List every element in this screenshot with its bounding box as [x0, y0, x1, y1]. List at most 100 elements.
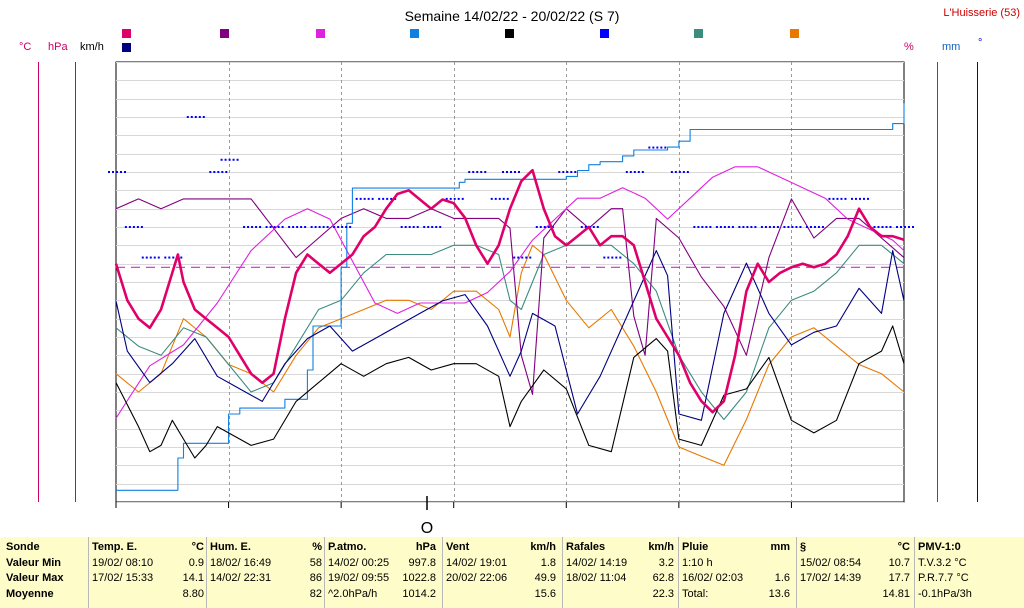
point-direction [416, 226, 419, 228]
point-direction [439, 226, 442, 228]
point-direction [243, 226, 246, 228]
point-direction [140, 226, 143, 228]
point-direction [172, 256, 175, 259]
footer-column: P.atmo. hPa 14/02/ 00:25 997.8 19/02/ 09:55 1… [328, 540, 436, 602]
unit-humidity: % [904, 41, 914, 53]
point-direction [136, 226, 139, 228]
footer-cell-when: 16/02/ 02:03 [682, 572, 744, 584]
point-direction [787, 226, 790, 228]
footer-cell-when: 20/02/ 22:06 [446, 572, 508, 584]
unit-direction: ° [978, 37, 982, 49]
point-direction [149, 256, 152, 259]
point-direction [719, 226, 722, 228]
footer-header-row: Vent km/h [446, 540, 556, 556]
footer-header-row: PMV-1:0 [918, 540, 1018, 556]
footer-separator [796, 537, 797, 608]
point-direction [124, 226, 127, 228]
point-direction [431, 226, 434, 228]
series-line-p-de-ros-e [115, 244, 905, 421]
footer-header-row: Sonde [6, 540, 86, 556]
point-direction [124, 171, 126, 173]
point-direction [551, 226, 554, 228]
chart-title: Semaine 14/02/22 - 20/02/22 (S 7) [405, 8, 620, 24]
footer-cell-value: 1022.8 [402, 572, 436, 584]
point-direction [435, 226, 438, 228]
footer-row: ^2.0hPa/h 1014.2 [328, 587, 436, 603]
point-direction [502, 197, 505, 200]
point-direction [480, 171, 483, 173]
point-direction [476, 171, 479, 173]
point-direction [292, 226, 295, 228]
point-direction [854, 197, 857, 200]
point-direction [145, 256, 148, 259]
point-direction [580, 226, 583, 228]
point-direction [269, 226, 272, 228]
point-direction [877, 226, 880, 228]
point-direction [228, 158, 231, 161]
point-direction [611, 256, 614, 259]
point-direction [900, 226, 902, 228]
point-direction [116, 171, 118, 173]
footer-cell-when: 18/02/ 16:49 [210, 556, 272, 569]
point-direction [619, 256, 622, 259]
footer-row: Valeur Min [6, 556, 86, 572]
point-direction [760, 226, 763, 228]
point-direction [574, 171, 577, 173]
point-direction [220, 158, 223, 161]
footer-cell-value: 62.8 [652, 572, 674, 584]
footer-row-label: Valeur Min [6, 556, 62, 569]
point-direction [697, 226, 700, 228]
point-direction [236, 158, 239, 161]
point-direction [484, 171, 487, 173]
point-direction [213, 171, 216, 173]
point-direction [607, 256, 610, 259]
footer-row: 19/02/ 08:10 0.9 [92, 556, 204, 572]
point-direction [535, 226, 538, 228]
point-direction [453, 197, 456, 200]
footer-cell-when: T.V.3.2 °C [918, 556, 967, 569]
legend [122, 29, 799, 52]
footer-row: 19/02/ 09:55 1022.8 [328, 571, 436, 587]
point-direction [648, 146, 651, 149]
point-direction [570, 171, 573, 173]
point-direction [723, 226, 726, 228]
footer-col-unit: °C [191, 541, 204, 553]
point-direction [510, 171, 512, 173]
footer-col-title: Pluie [682, 541, 709, 553]
point-direction [664, 146, 667, 149]
point-direction [817, 226, 820, 228]
footer-cell-value: 58 [309, 556, 322, 569]
point-direction [529, 256, 532, 259]
footer-cell-value: 15.6 [534, 587, 556, 600]
point-direction [547, 226, 550, 228]
point-direction [224, 158, 227, 161]
point-direction [408, 226, 411, 228]
point-direction [873, 226, 876, 228]
point-direction [363, 197, 366, 200]
point-direction [629, 171, 632, 173]
footer-row: 18/02/ 16:49 58 [210, 556, 322, 572]
footer-row: -0.1hPa/3h [918, 587, 1018, 603]
footer-row: Moyenne [6, 587, 86, 603]
point-direction [625, 171, 628, 173]
point-direction [908, 226, 910, 228]
point-direction [337, 226, 340, 228]
point-direction [596, 226, 599, 228]
point-direction [251, 226, 254, 228]
footer-header-row: § °C [800, 540, 910, 556]
point-direction [112, 171, 114, 173]
time-marker: O [421, 520, 433, 537]
point-direction [686, 171, 689, 173]
series-line-pluie [116, 103, 905, 491]
station-name: L'Huisserie (53) [943, 7, 1020, 19]
point-direction [209, 171, 212, 173]
point-direction [633, 171, 636, 173]
point-direction [180, 256, 183, 259]
point-direction [764, 226, 767, 228]
point-direction [304, 226, 307, 228]
footer-col-unit: hPa [415, 541, 436, 553]
point-direction [296, 226, 299, 228]
legend-swatch [122, 29, 131, 38]
footer-cell-when: 14/02/ 19:01 [446, 556, 508, 569]
point-direction [412, 226, 415, 228]
